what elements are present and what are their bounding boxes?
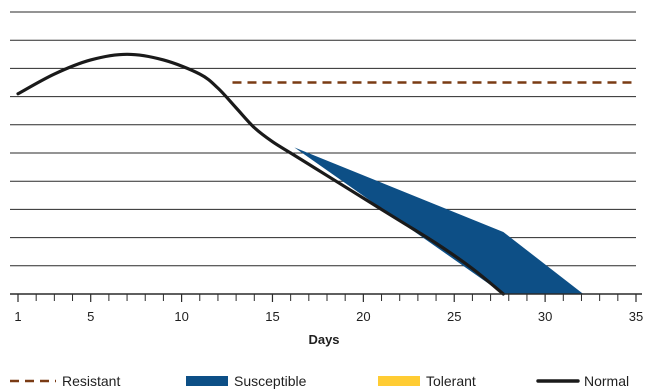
- legend-label-resistant: Resistant: [62, 373, 120, 389]
- x-tick-label: 20: [356, 309, 370, 324]
- legend: Resistant Susceptible Tolerant Normal: [10, 373, 629, 389]
- legend-label-tolerant: Tolerant: [426, 373, 476, 389]
- gridlines: [10, 11, 636, 267]
- x-tick-label: 5: [87, 309, 94, 324]
- x-axis: 1 5 10 15 20 25 30 35: [10, 293, 643, 324]
- x-tick-label: 35: [629, 309, 643, 324]
- legend-swatch-susceptible: [186, 376, 228, 386]
- series-lines: [16, 52, 636, 296]
- x-axis-title: Days: [308, 332, 339, 347]
- x-tick-label: 30: [538, 309, 552, 324]
- series-line-normal: [16, 52, 505, 296]
- legend-swatch-tolerant: [378, 376, 420, 386]
- x-tick-label: 10: [174, 309, 188, 324]
- bands: [294, 147, 584, 294]
- x-tick-label: 25: [447, 309, 461, 324]
- legend-label-susceptible: Susceptible: [234, 373, 307, 389]
- x-tick-label: 15: [265, 309, 279, 324]
- x-tick-label: 1: [14, 309, 21, 324]
- legend-label-normal: Normal: [584, 373, 629, 389]
- band-susceptible: [294, 147, 584, 294]
